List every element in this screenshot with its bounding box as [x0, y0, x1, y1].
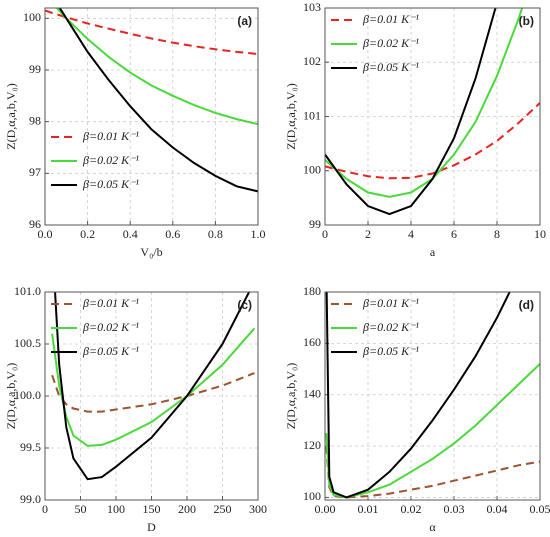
x-tick-label: 0.02 — [401, 502, 422, 516]
legend-label: β=0.05 K⁻¹ — [82, 177, 139, 191]
series-line — [54, 292, 251, 481]
y-tick-label: 100.0 — [14, 388, 41, 402]
legend-label: β=0.02 K⁻¹ — [362, 36, 419, 50]
y-tick-label: 101 — [303, 108, 321, 122]
series-line — [325, 446, 540, 499]
frame — [324, 7, 541, 226]
x-tick-label: 200 — [178, 502, 196, 516]
legend-label: β=0.01 K⁻¹ — [362, 296, 419, 310]
y-tick-label: 160 — [303, 335, 321, 349]
series-line — [325, 102, 540, 180]
frame — [44, 7, 259, 226]
series-line — [51, 372, 255, 413]
y-tick-label: 120 — [303, 438, 321, 452]
panel: 0.00 0.01 0.02 0.03 0.04 0.05 100 120 140 160 180 (… — [284, 284, 550, 534]
x-axis-label: α — [429, 520, 436, 534]
x-tick-label: 2 — [365, 227, 371, 241]
legend-label: β=0.05 K⁻¹ — [362, 344, 419, 358]
legend-label: β=0.01 K⁻¹ — [362, 12, 419, 26]
series-line — [55, 8, 258, 126]
x-tick-label: 6 — [451, 227, 457, 241]
y-tick-label: 99.5 — [20, 440, 41, 454]
y-tick-label: 100.5 — [14, 336, 41, 350]
y-tick-label: 140 — [303, 386, 321, 400]
series-line — [325, 8, 524, 198]
panel-label: (b) — [519, 14, 534, 28]
frame — [324, 291, 541, 501]
panel: 0 2 4 6 8 10 99 100 101 102 103 (b) a Z(D,α,a,b,V₀) β=… — [284, 0, 546, 259]
y-tick-label: 100 — [303, 489, 321, 503]
y-tick-label: 100 — [23, 10, 41, 24]
x-tick-label: 300 — [249, 502, 267, 516]
x-axis-label: V₀/b — [140, 245, 162, 259]
legend-label: β=0.05 K⁻¹ — [362, 60, 419, 74]
x-tick-label: 0.01 — [358, 502, 379, 516]
legend-label: β=0.01 K⁻¹ — [82, 129, 139, 143]
x-tick-label: 250 — [214, 502, 232, 516]
panel-label: (c) — [237, 298, 252, 312]
legend-label: β=0.05 K⁻¹ — [82, 344, 139, 358]
legend-label: β=0.02 K⁻¹ — [82, 153, 139, 167]
x-tick-label: 50 — [75, 502, 87, 516]
panel-label: (a) — [237, 14, 252, 28]
legend-label: β=0.01 K⁻¹ — [82, 296, 139, 310]
x-tick-label: 0.05 — [530, 502, 550, 516]
y-tick-label: 96 — [29, 217, 41, 231]
x-tick-label: 0.03 — [444, 502, 465, 516]
x-tick-label: 0 — [42, 502, 48, 516]
y-tick-label: 99.0 — [20, 492, 41, 506]
y-axis-label: Z(D,α,a,b,V₀) — [284, 363, 298, 429]
x-tick-label: 0.2 — [80, 227, 95, 241]
panel: 0 50 100 150 200 250 300 99.0 99.5 100.0 100.5 101.… — [4, 284, 267, 534]
x-tick-label: 100 — [107, 502, 125, 516]
y-axis-label: Z(D,α,a,b,V₀) — [4, 363, 18, 429]
x-axis-label: a — [430, 245, 436, 259]
panel: 0.0 0.2 0.4 0.6 0.8 1.0 96 97 98 99 100 (a) V₀/b Z(D,… — [4, 7, 266, 259]
series-line — [325, 8, 497, 216]
x-tick-label: 0 — [322, 227, 328, 241]
legend-label: β=0.02 K⁻¹ — [362, 320, 419, 334]
y-tick-label: 102 — [303, 54, 321, 68]
legend-label: β=0.02 K⁻¹ — [82, 320, 139, 334]
x-tick-label: 0.6 — [165, 227, 180, 241]
y-tick-label: 101.0 — [14, 284, 41, 298]
y-tick-label: 100 — [303, 163, 321, 177]
y-tick-label: 97 — [29, 165, 41, 179]
x-tick-label: 10 — [534, 227, 546, 241]
x-tick-label: 0.8 — [208, 227, 223, 241]
frame — [44, 291, 259, 501]
y-tick-label: 103 — [303, 0, 321, 14]
series-line — [325, 292, 511, 499]
x-tick-label: 4 — [408, 227, 414, 241]
x-tick-label: 8 — [494, 227, 500, 241]
y-tick-label: 98 — [29, 113, 41, 127]
y-axis-label: Z(D,α,a,b,V₀) — [284, 83, 298, 149]
y-tick-label: 99 — [309, 217, 321, 231]
panel-label: (d) — [519, 298, 534, 312]
x-tick-label: 0.00 — [315, 502, 336, 516]
x-tick-label: 0.04 — [487, 502, 508, 516]
x-tick-label: 150 — [143, 502, 161, 516]
y-tick-label: 180 — [303, 284, 321, 298]
x-axis-label: D — [147, 520, 156, 534]
series-line — [325, 363, 540, 499]
series-line — [45, 9, 258, 55]
x-tick-label: 0.0 — [38, 227, 53, 241]
x-tick-label: 1.0 — [251, 227, 266, 241]
y-tick-label: 99 — [29, 62, 41, 76]
y-axis-label: Z(D,α,a,b,V₀) — [4, 83, 18, 149]
x-tick-label: 0.4 — [123, 227, 138, 241]
series-line — [58, 8, 258, 193]
